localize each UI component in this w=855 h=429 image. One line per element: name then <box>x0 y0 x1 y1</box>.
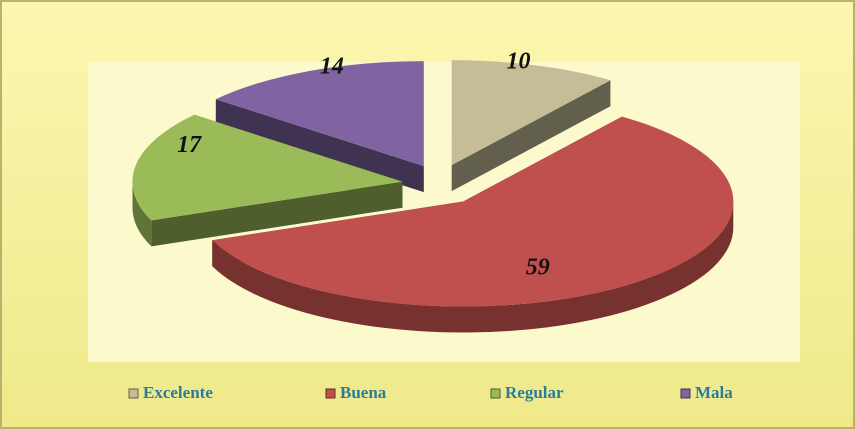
legend-label: Buena <box>340 383 387 402</box>
data-label: 17 <box>177 132 202 158</box>
data-label: 10 <box>506 49 530 75</box>
data-label: 59 <box>526 254 550 280</box>
slice-wall <box>451 80 611 192</box>
legend-swatch <box>680 388 691 399</box>
pie <box>132 60 734 333</box>
slice-top <box>132 114 403 221</box>
slice-wall <box>215 99 424 193</box>
slice-top <box>215 61 424 167</box>
slice-side <box>132 181 152 247</box>
legend-swatch <box>490 388 501 399</box>
legend-swatch <box>325 388 336 399</box>
pie-slice <box>132 114 403 247</box>
legend: Excelente Buena Regular Mala <box>128 383 733 402</box>
legend-label: Regular <box>505 383 564 402</box>
pie-slice <box>215 61 424 193</box>
legend-label: Excelente <box>143 383 213 402</box>
slice-top <box>212 116 734 307</box>
legend-swatch <box>128 388 139 399</box>
pie-slice <box>451 60 611 192</box>
slice-wall <box>151 181 403 247</box>
slice-top <box>451 60 611 166</box>
legend-label: Mala <box>695 383 733 402</box>
pie-slice <box>212 116 734 333</box>
slice-side <box>212 201 734 333</box>
data-label: 14 <box>320 54 344 80</box>
